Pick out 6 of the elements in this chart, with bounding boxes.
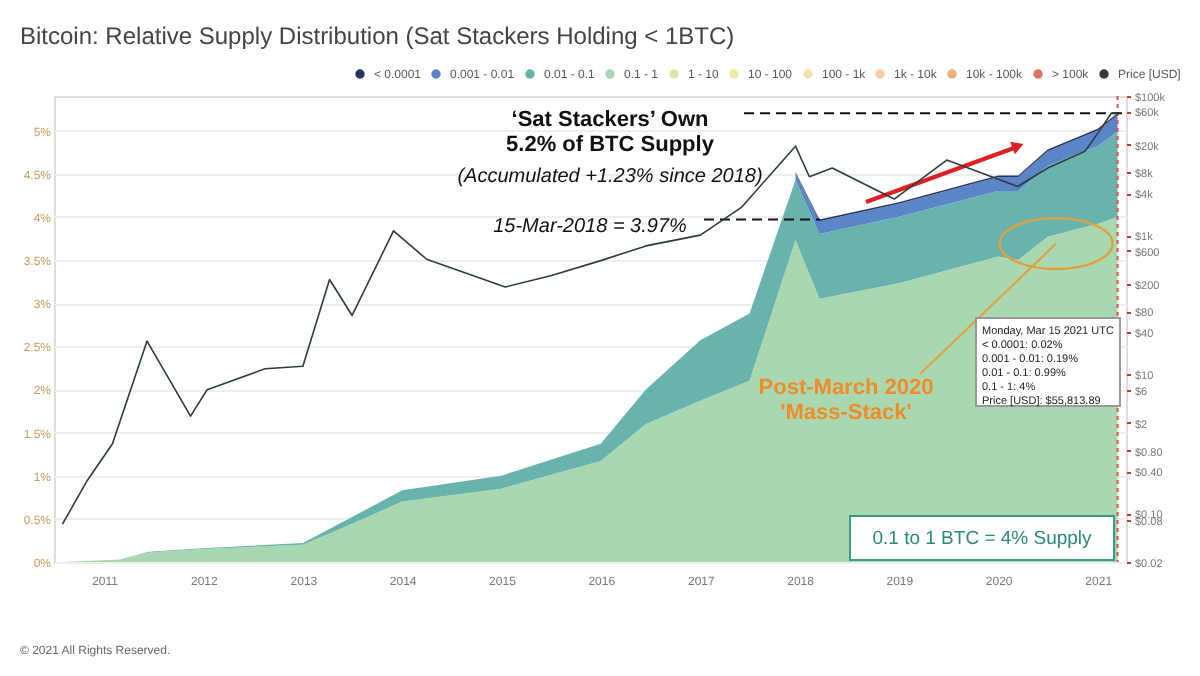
chart-title: Bitcoin: Relative Supply Distribution (Sat Stackers Holding < 1BTC) xyxy=(20,22,735,50)
annotation: 0.1 to 1 BTC = 4% Supply xyxy=(872,528,1093,550)
ref-line-label: ‘Sat Stackers’ Own 5.2% of BTC Supply xyxy=(506,108,716,158)
ref-line-label: 15-Mar-2018 = 3.97% xyxy=(493,216,688,238)
annotation: Post-March 2020 'Mass-Stack' xyxy=(758,376,934,426)
annotation: (Accumulated +1.23% since 2018) xyxy=(457,166,763,188)
